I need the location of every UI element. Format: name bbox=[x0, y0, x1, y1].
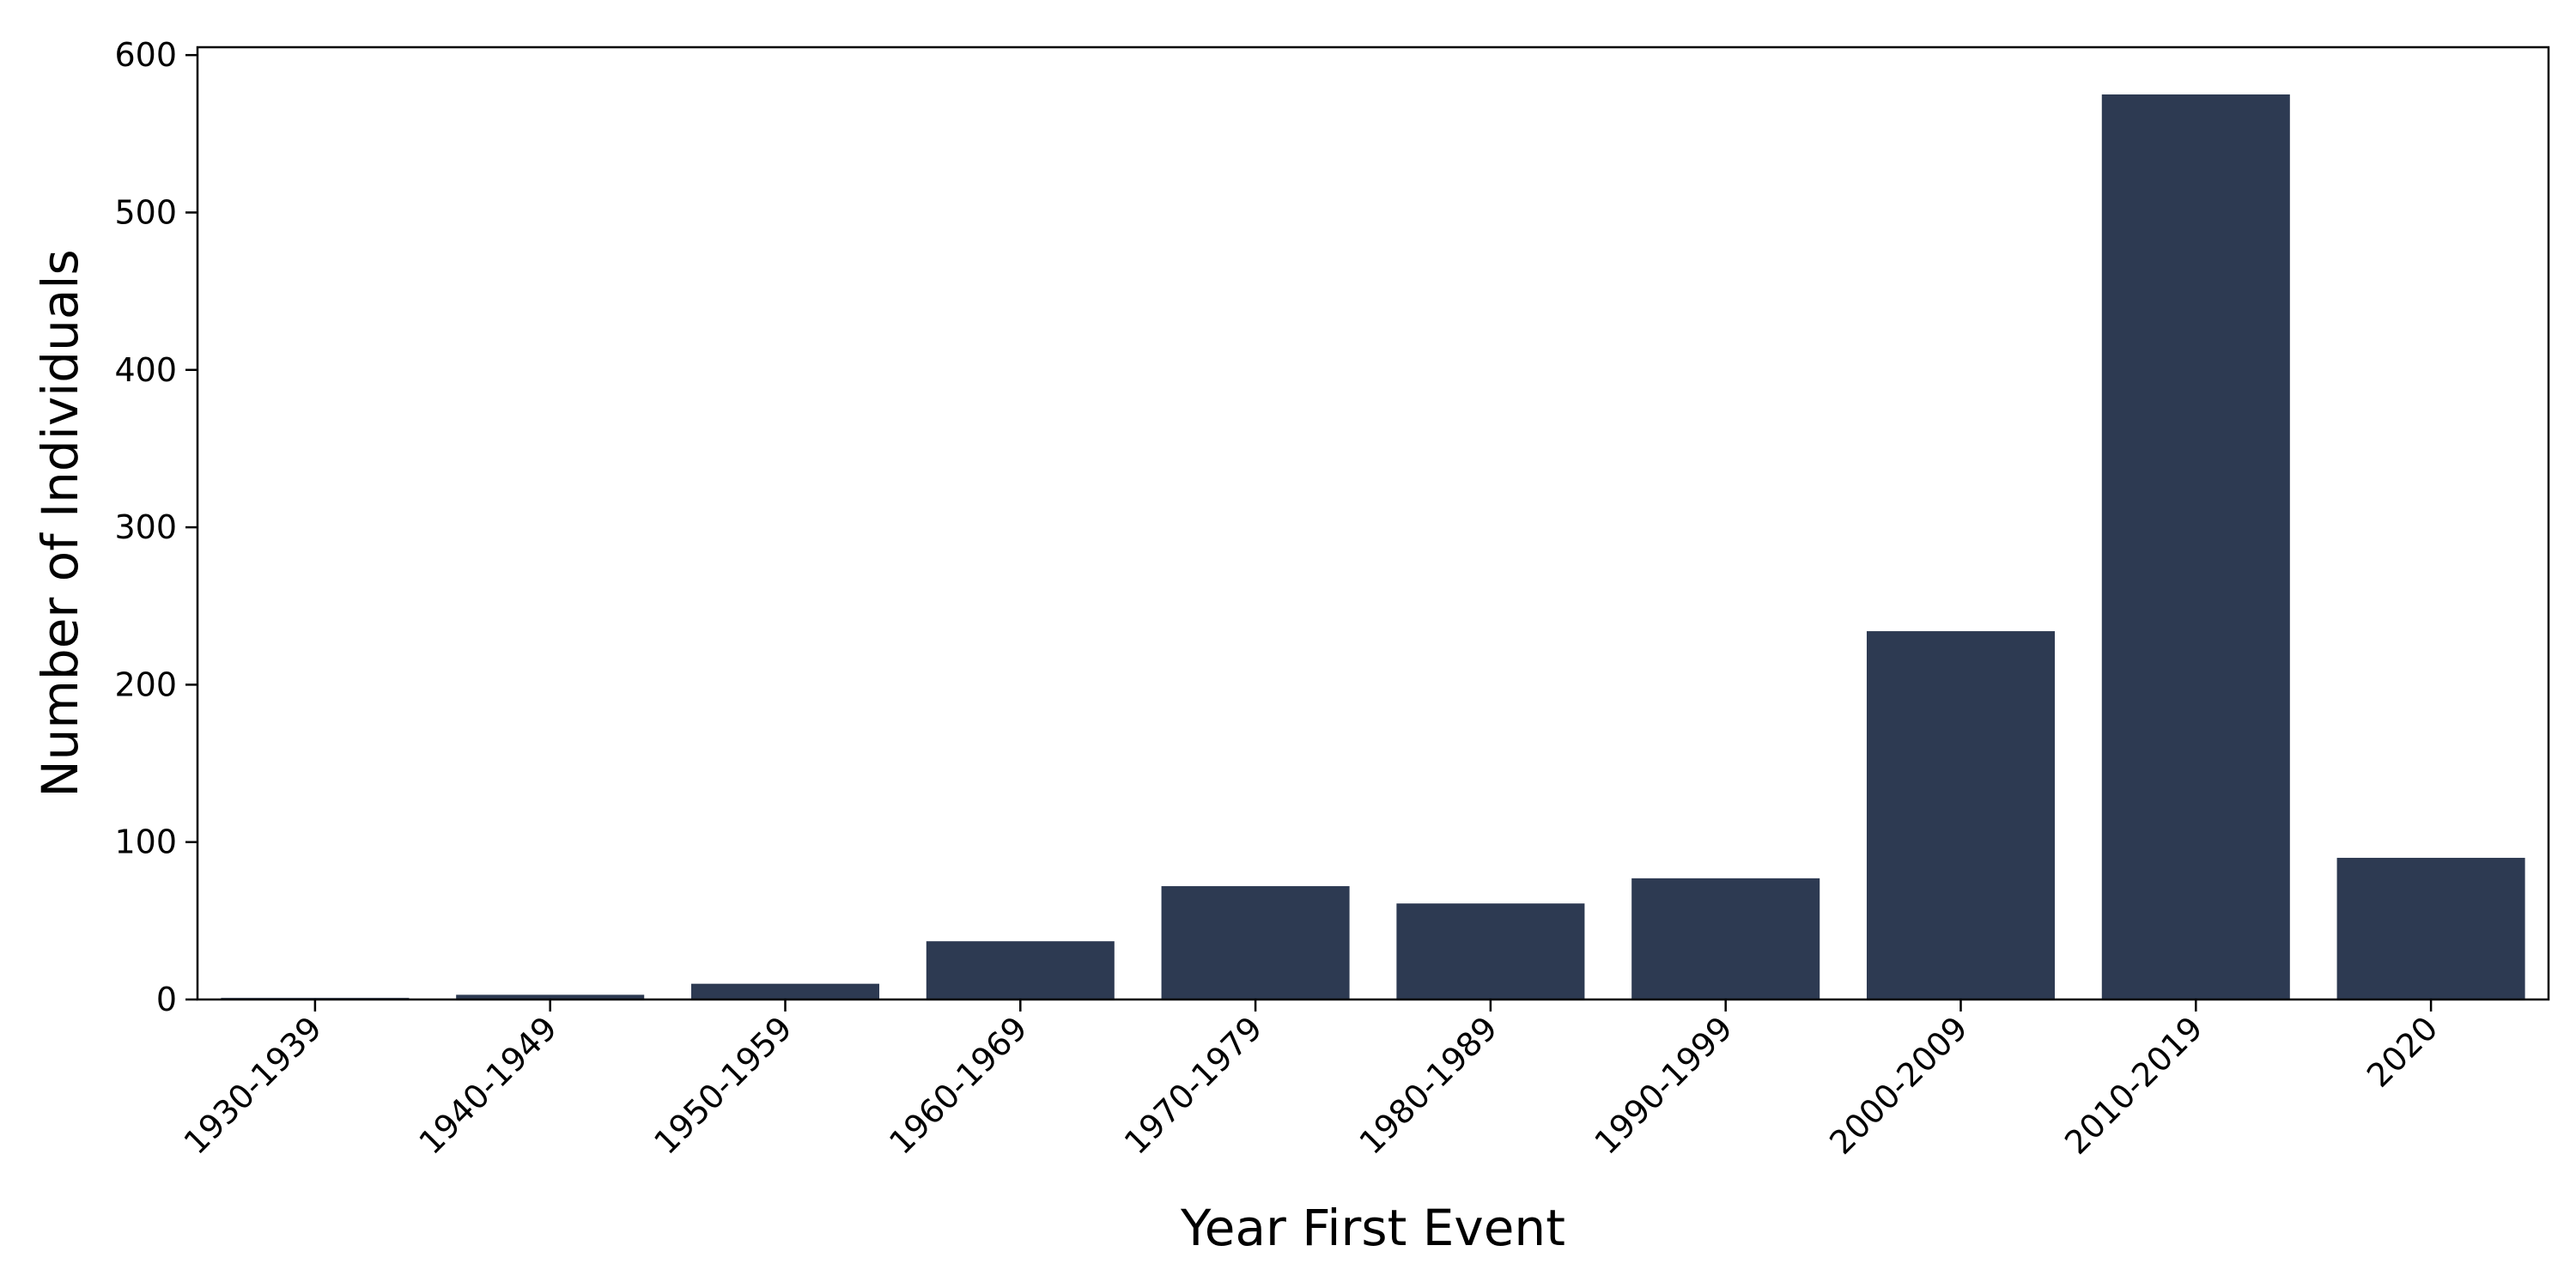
plot-frame bbox=[196, 46, 2550, 1001]
bar-2010-2019 bbox=[2101, 94, 2290, 1000]
bar-1940-1949 bbox=[456, 994, 645, 999]
bar-2000-2009 bbox=[1866, 631, 2056, 999]
bar-1990-1999 bbox=[1631, 878, 1820, 999]
bar-2020 bbox=[2336, 858, 2525, 999]
bar-1950-1959 bbox=[690, 983, 880, 999]
bar-1980-1989 bbox=[1396, 903, 1585, 999]
x-tick-label: 1980-1989 bbox=[1352, 1009, 1505, 1162]
x-tick-label: 2010-2019 bbox=[2057, 1009, 2210, 1162]
y-tick-label: 0 bbox=[156, 981, 177, 1018]
y-tick-label: 100 bbox=[114, 823, 177, 861]
y-tick-label: 200 bbox=[114, 665, 177, 703]
bar-1960-1969 bbox=[926, 941, 1115, 999]
x-tick-label: 1950-1959 bbox=[647, 1009, 799, 1162]
bars-group bbox=[221, 94, 2525, 1000]
y-tick-label: 400 bbox=[114, 351, 177, 389]
x-tick-label: 1990-1999 bbox=[1587, 1009, 1740, 1162]
x-tick-label: 1960-1969 bbox=[882, 1009, 1035, 1162]
y-axis-ticks: 0 100 200 300 400 500 600 bbox=[114, 36, 197, 1018]
x-axis-title: Year First Event bbox=[1180, 1199, 1565, 1257]
y-axis-title: Number of Individuals bbox=[31, 249, 89, 797]
y-tick-label: 600 bbox=[114, 36, 177, 74]
x-tick-label: 1970-1979 bbox=[1117, 1009, 1270, 1162]
x-tick-label: 1940-1949 bbox=[411, 1009, 564, 1162]
y-tick-label: 300 bbox=[114, 508, 177, 546]
x-tick-label: 1930-1939 bbox=[177, 1009, 330, 1162]
bar-1970-1979 bbox=[1161, 886, 1350, 999]
x-tick-label: 2000-2009 bbox=[1822, 1009, 1975, 1162]
y-tick-label: 500 bbox=[114, 193, 177, 231]
x-tick-label: 2020 bbox=[2360, 1009, 2445, 1095]
x-axis-ticks: 1930-1939 1940-1949 1950-1959 1960-1969 1970… bbox=[177, 999, 2445, 1162]
